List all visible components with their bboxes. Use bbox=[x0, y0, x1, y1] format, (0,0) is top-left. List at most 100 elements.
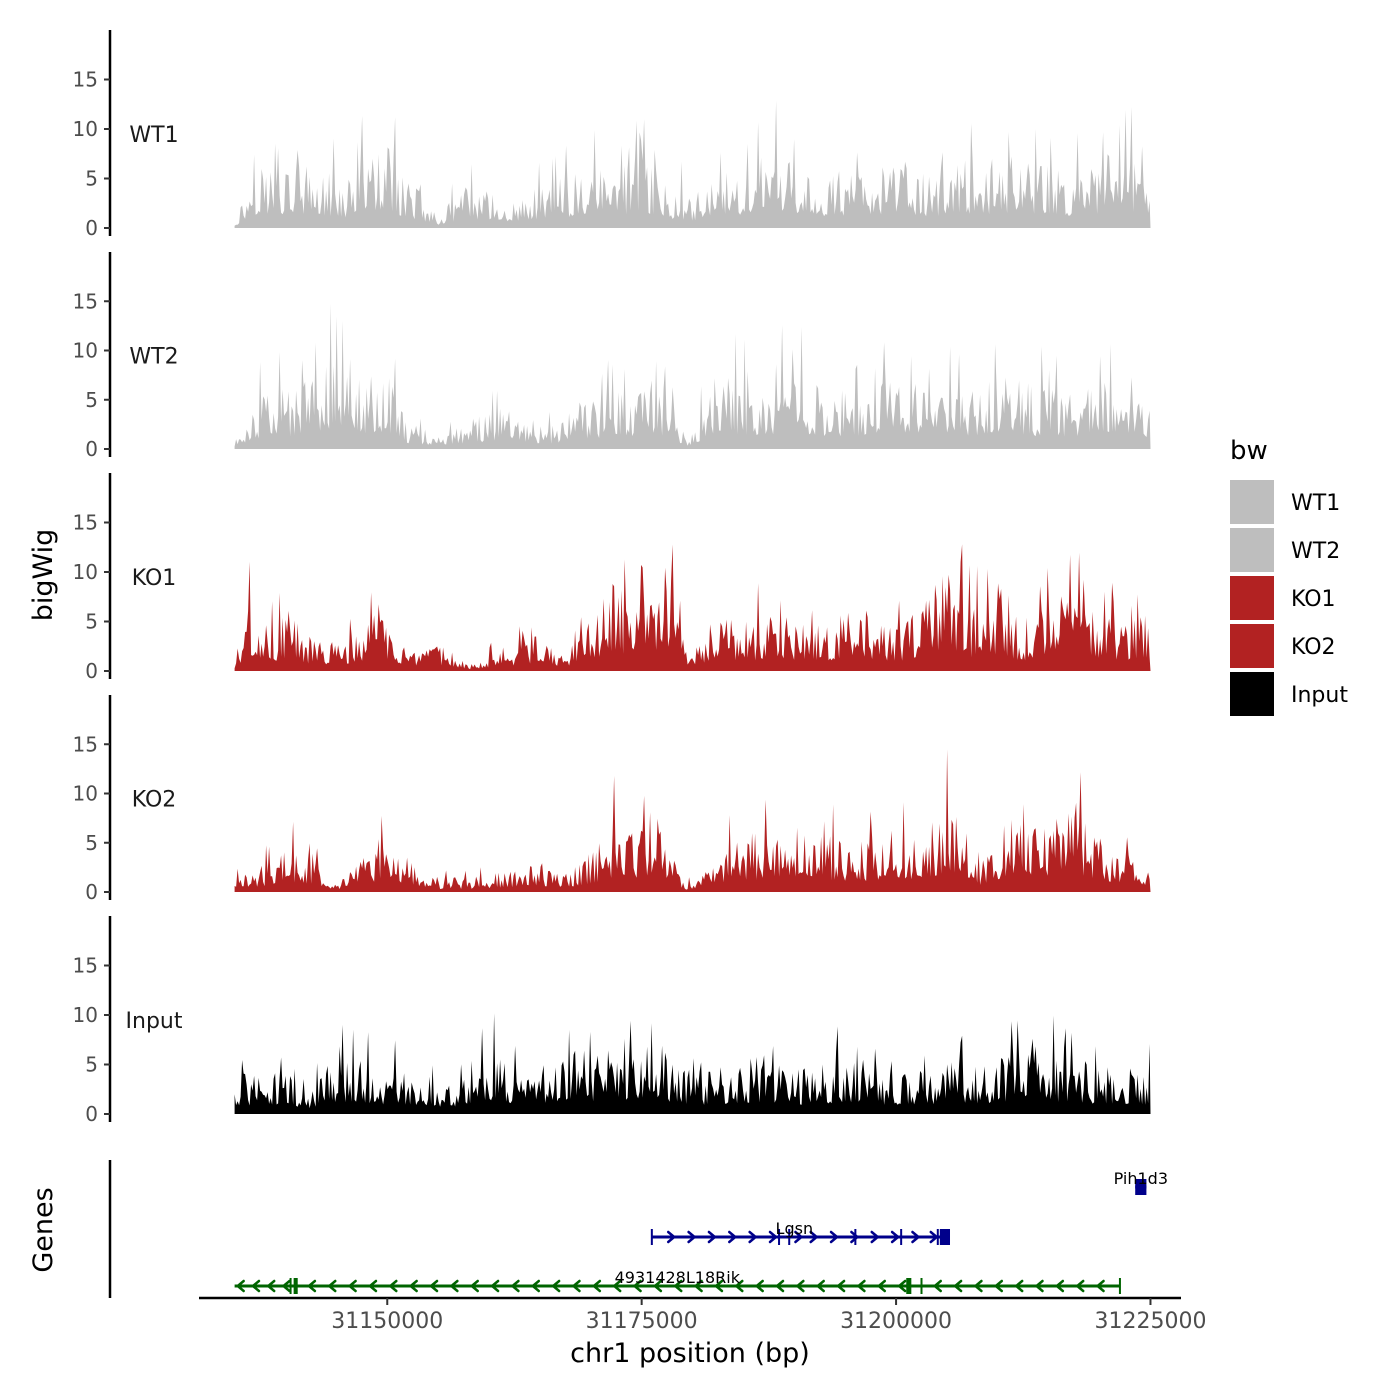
y-tick-label: 5 bbox=[85, 831, 98, 855]
strand-arrow bbox=[1075, 1279, 1085, 1293]
track-label-wt1: WT1 bbox=[129, 123, 178, 148]
strand-arrow bbox=[511, 1279, 520, 1293]
x-axis: 31150000 31175000 31200000 31225000 bbox=[199, 1296, 1206, 1334]
legend-title: bw bbox=[1230, 436, 1268, 466]
legend-item-input: Input bbox=[1230, 672, 1348, 716]
y-axis-input: 0 5 10 15 bbox=[73, 916, 112, 1126]
signal-area-ko1 bbox=[234, 544, 1151, 671]
gene-label: 4931428L18Rik bbox=[615, 1268, 741, 1287]
strand-arrow bbox=[974, 1279, 983, 1293]
strand-arrow bbox=[850, 1230, 859, 1244]
legend-label: KO2 bbox=[1291, 635, 1336, 660]
signal-area-input bbox=[234, 1013, 1151, 1114]
strand-arrow bbox=[775, 1279, 785, 1293]
strand-arrow bbox=[687, 1230, 696, 1244]
strand-arrow bbox=[809, 1230, 818, 1244]
strand-arrow bbox=[1035, 1279, 1044, 1293]
track-input: 0 5 10 15 Input bbox=[73, 916, 1151, 1126]
strand-arrow bbox=[592, 1279, 602, 1293]
strand-arrow bbox=[748, 1230, 757, 1244]
exon-block bbox=[1135, 1179, 1147, 1195]
strand-arrow bbox=[794, 1230, 803, 1244]
strand-arrow bbox=[870, 1230, 879, 1244]
legend: bw WT1 WT2 KO1 KO2 Input bbox=[1230, 436, 1348, 716]
strand-arrow bbox=[755, 1279, 764, 1293]
strand-arrow bbox=[829, 1230, 839, 1244]
y-tick-label: 0 bbox=[85, 437, 98, 461]
strand-arrow bbox=[694, 1279, 703, 1293]
y-tick-label: 15 bbox=[73, 289, 98, 313]
y-tick-label: 5 bbox=[85, 610, 98, 634]
strand-arrow bbox=[707, 1230, 717, 1244]
strand-arrow bbox=[307, 1279, 317, 1293]
y-tick-label: 10 bbox=[73, 1003, 98, 1027]
y-tick-label: 0 bbox=[85, 216, 98, 240]
x-axis-title: chr1 position (bp) bbox=[570, 1338, 810, 1369]
strand-arrow bbox=[490, 1279, 500, 1293]
strand-arrow bbox=[796, 1279, 805, 1293]
strand-arrow bbox=[1014, 1279, 1024, 1293]
x-tick-label: 31225000 bbox=[1094, 1309, 1206, 1334]
track-label-wt2: WT2 bbox=[129, 344, 178, 369]
x-tick-label: 31150000 bbox=[331, 1309, 443, 1334]
strand-arrow bbox=[531, 1279, 541, 1293]
gene-annotation-track: Pih1d3 Lgsn 4931428L18Rik bbox=[108, 1160, 1168, 1298]
y-tick-label: 10 bbox=[73, 782, 98, 806]
strand-arrow bbox=[1096, 1279, 1105, 1293]
legend-swatch bbox=[1230, 528, 1274, 572]
strand-arrow bbox=[933, 1279, 943, 1293]
gene-lgsn: Lgsn bbox=[650, 1219, 951, 1245]
genes-axis-title: Genes bbox=[28, 1187, 59, 1272]
strand-arrow bbox=[897, 1279, 907, 1293]
gene-label: Lgsn bbox=[776, 1219, 814, 1238]
x-tick-label: 31200000 bbox=[840, 1309, 952, 1334]
exon-block bbox=[939, 1229, 951, 1245]
y-tick-label: 5 bbox=[85, 1053, 98, 1077]
y-tick-label: 15 bbox=[73, 954, 98, 978]
y-axis-title: bigWig bbox=[28, 529, 59, 622]
legend-swatch bbox=[1230, 576, 1274, 620]
strand-arrow bbox=[857, 1279, 866, 1293]
strand-arrow bbox=[450, 1279, 459, 1293]
y-axis-ko1: 0 5 10 15 bbox=[73, 473, 112, 683]
track-wt2: 0 5 10 15 WT2 bbox=[73, 252, 1151, 461]
track-label-ko1: KO1 bbox=[132, 566, 177, 591]
x-tick-label: 31175000 bbox=[586, 1309, 698, 1334]
gene-pih1d3: Pih1d3 bbox=[1114, 1169, 1168, 1195]
y-axis-wt2: 0 5 10 15 bbox=[73, 252, 112, 461]
strand-arrow bbox=[612, 1279, 622, 1293]
y-tick-label: 10 bbox=[73, 117, 98, 141]
strand-arrow bbox=[666, 1230, 676, 1244]
y-tick-label: 15 bbox=[73, 68, 98, 92]
strand-arrow bbox=[727, 1230, 737, 1244]
strand-arrow bbox=[429, 1279, 439, 1293]
signal-area-wt1 bbox=[234, 100, 1151, 228]
legend-swatch bbox=[1230, 624, 1274, 668]
legend-item-wt2: WT2 bbox=[1230, 528, 1340, 572]
y-tick-label: 15 bbox=[73, 511, 98, 535]
track-ko2: 0 5 10 15 KO2 bbox=[73, 695, 1151, 904]
strand-arrow bbox=[236, 1279, 245, 1293]
strand-arrow bbox=[653, 1279, 663, 1293]
y-tick-label: 15 bbox=[73, 732, 98, 756]
strand-arrow bbox=[368, 1279, 378, 1293]
legend-label: KO1 bbox=[1291, 587, 1336, 612]
track-label-input: Input bbox=[126, 1009, 183, 1034]
track-wt1: 0 5 10 15 WT1 bbox=[73, 30, 1151, 240]
strand-arrow bbox=[470, 1279, 480, 1293]
y-tick-label: 10 bbox=[73, 560, 98, 584]
strand-arrow bbox=[282, 1279, 291, 1293]
y-tick-label: 5 bbox=[85, 388, 98, 412]
y-axis-wt1: 0 5 10 15 bbox=[73, 30, 112, 240]
strand-arrow bbox=[877, 1279, 887, 1293]
y-tick-label: 5 bbox=[85, 167, 98, 191]
legend-swatch bbox=[1230, 672, 1274, 716]
signal-area-ko2 bbox=[234, 749, 1151, 892]
strand-arrow bbox=[551, 1279, 561, 1293]
y-tick-label: 0 bbox=[85, 880, 98, 904]
track-label-ko2: KO2 bbox=[132, 787, 177, 812]
strand-arrow bbox=[890, 1230, 900, 1244]
strand-arrow bbox=[251, 1279, 261, 1293]
strand-arrow bbox=[572, 1279, 581, 1293]
